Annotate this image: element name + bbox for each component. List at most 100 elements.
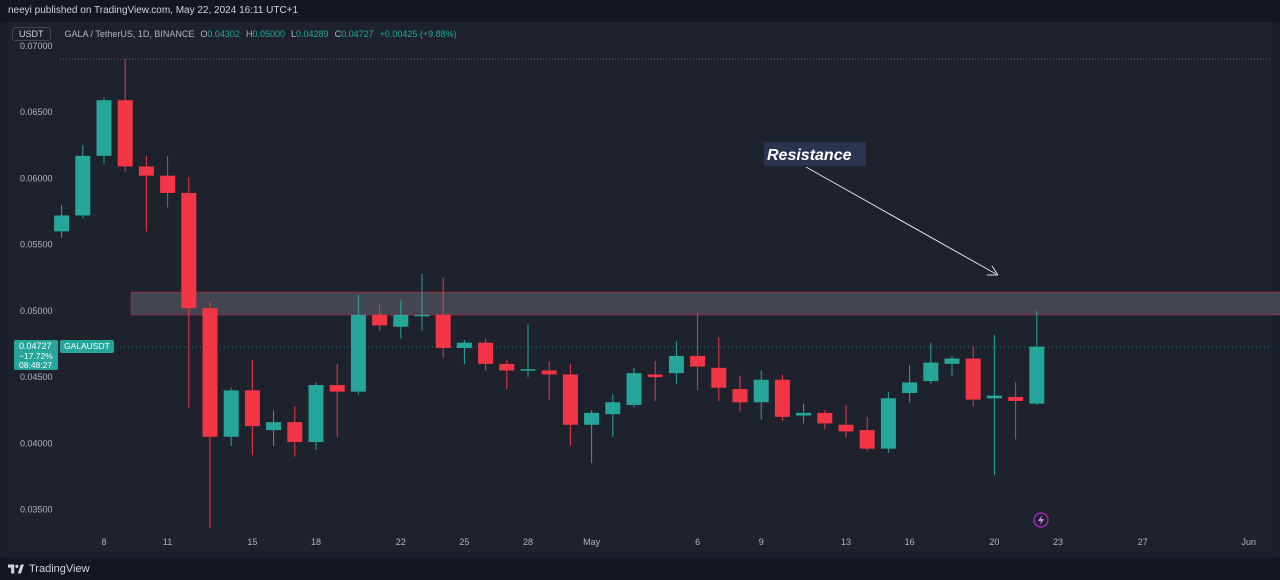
candle-body [75, 155, 91, 216]
candle[interactable] [690, 313, 706, 391]
candle[interactable] [986, 334, 1002, 476]
chart-area[interactable] [8, 22, 1272, 552]
candle-body [308, 385, 324, 443]
candle[interactable] [774, 374, 790, 421]
candle[interactable] [54, 204, 70, 238]
x-tick-label: 28 [523, 537, 533, 547]
candle[interactable] [923, 342, 939, 384]
footer-brand: TradingView [0, 558, 1280, 580]
candle-body [244, 390, 260, 427]
x-tick-label: 23 [1053, 537, 1063, 547]
candle[interactable] [732, 375, 748, 412]
candle[interactable] [414, 273, 430, 331]
y-tick-label: 0.03500 [20, 505, 53, 515]
candle[interactable] [944, 355, 960, 376]
candle[interactable] [902, 365, 918, 403]
candle[interactable] [859, 416, 875, 452]
candle-body [329, 385, 345, 392]
close-value: 0.04727 [341, 29, 374, 39]
x-tick-label: 11 [163, 537, 172, 547]
candlestick-chart[interactable]: 0.07000 0.06500 0.06000 0.05500 0.05000 0.045… [0, 0, 1280, 558]
candle[interactable] [350, 294, 366, 395]
candle[interactable] [499, 359, 515, 390]
candle-body [965, 358, 981, 400]
candle[interactable] [711, 337, 727, 401]
resistance-arrowhead [987, 265, 999, 276]
high-value: 0.05000 [252, 29, 285, 39]
candle[interactable] [753, 370, 769, 420]
candle[interactable] [605, 394, 621, 437]
high-label: H [245, 29, 253, 39]
candle[interactable] [562, 363, 578, 446]
y-tick-label: 0.07000 [20, 41, 53, 51]
candle-body [1029, 346, 1045, 404]
candle[interactable] [880, 391, 896, 453]
candle[interactable] [796, 403, 812, 424]
flash-icon[interactable] [1033, 512, 1049, 528]
x-tick-label: 25 [459, 537, 469, 547]
candle-body [435, 314, 451, 348]
candle[interactable] [202, 301, 218, 529]
candle-body [202, 308, 218, 437]
candle[interactable] [965, 346, 981, 407]
candle[interactable] [181, 177, 197, 408]
candle[interactable] [1029, 310, 1045, 405]
candle[interactable] [329, 363, 345, 437]
candle[interactable] [117, 59, 133, 172]
resistance-zone-layer [130, 291, 1280, 316]
resistance-zone[interactable] [130, 291, 1280, 316]
resistance-arrow-line[interactable] [805, 166, 997, 275]
candle[interactable] [244, 359, 260, 456]
candle[interactable] [96, 97, 112, 164]
candle-body [54, 215, 70, 232]
candle-body [838, 424, 854, 432]
symbol-description[interactable]: GALA / TetherUS, 1D, BINANCE [64, 29, 195, 39]
candle-body [880, 398, 896, 449]
open-label: O [200, 29, 208, 39]
published-header: neeyi published on TradingView.com, May … [0, 0, 1280, 22]
currency-badge[interactable]: USDT [12, 27, 51, 41]
candle[interactable] [520, 324, 536, 378]
candle[interactable] [626, 367, 642, 408]
candle-body [626, 373, 642, 405]
low-value: 0.04289 [296, 29, 329, 39]
candle[interactable] [75, 145, 91, 219]
price-badge-change: −17.72% [19, 351, 53, 361]
y-tick-label: 0.05000 [20, 306, 53, 316]
resistance-label-box[interactable] [764, 142, 866, 166]
candle[interactable] [287, 406, 303, 457]
candle[interactable] [541, 361, 557, 400]
candle[interactable] [266, 410, 282, 446]
candle[interactable] [478, 338, 494, 371]
candle-body [753, 379, 769, 403]
candle[interactable] [393, 300, 409, 339]
x-tick-label: 13 [841, 537, 851, 547]
candle[interactable] [1008, 382, 1024, 440]
candle[interactable] [435, 277, 451, 358]
candle[interactable] [668, 341, 684, 384]
candle[interactable] [372, 304, 388, 331]
candle-body [138, 166, 154, 176]
price-badge-countdown: 08:48:27 [19, 360, 52, 370]
candle[interactable] [647, 361, 663, 401]
candle-body [287, 422, 303, 443]
candle-body [266, 422, 282, 431]
candle-body [350, 314, 366, 392]
candle[interactable] [584, 410, 600, 464]
candle[interactable] [138, 155, 154, 232]
candle[interactable] [160, 155, 176, 208]
published-text: neeyi published on TradingView.com, May … [8, 5, 299, 16]
x-tick-label: Jun [1242, 537, 1257, 547]
tradingview-logo-icon[interactable] [8, 564, 24, 574]
x-tick-label: 22 [396, 537, 406, 547]
candle[interactable] [456, 340, 472, 364]
candle[interactable] [308, 382, 324, 450]
candle-body [668, 355, 684, 374]
x-tick-label: 8 [101, 537, 106, 547]
change-value: +0.00425 (+9.88%) [379, 29, 457, 39]
candle[interactable] [838, 404, 854, 439]
open-value: 0.04302 [207, 29, 240, 39]
candle[interactable] [817, 410, 833, 429]
symbol-legend: USDT GALA / TetherUS, 1D, BINANCE O0.043… [12, 26, 457, 42]
candle[interactable] [223, 387, 239, 446]
